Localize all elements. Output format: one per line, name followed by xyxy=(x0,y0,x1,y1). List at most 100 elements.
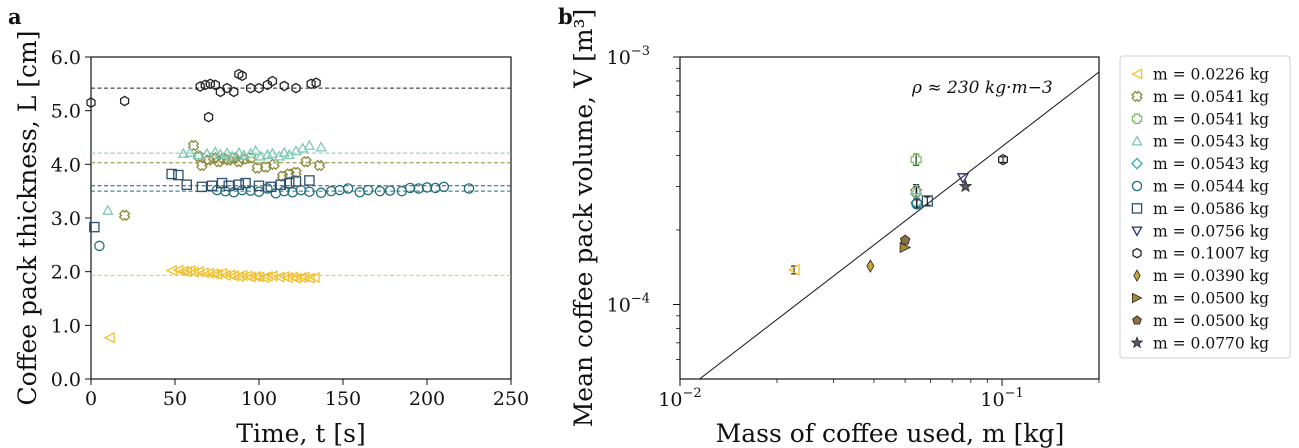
a-data-point xyxy=(222,82,232,94)
a-data-point xyxy=(223,180,235,192)
legend-marker xyxy=(1131,113,1143,125)
b-data-point xyxy=(899,234,911,245)
panel-b-frame xyxy=(679,56,1100,380)
panel-a-ylabel: Coffee pack thickness, L [cm] xyxy=(13,31,42,406)
a-data-point xyxy=(413,183,424,194)
a-ytick-label: 4.0 xyxy=(51,154,81,176)
a-data-point xyxy=(306,78,316,90)
a-data-point xyxy=(430,182,441,194)
a-data-point xyxy=(209,146,222,157)
a-data-point xyxy=(89,221,100,233)
a-data-point xyxy=(200,79,210,91)
a-data-point xyxy=(220,185,231,197)
legend-entry: m = 0.0390 kg xyxy=(1153,267,1269,285)
a-data-point xyxy=(421,182,433,193)
a-data-point xyxy=(177,147,190,158)
a-data-point xyxy=(304,175,315,186)
legend-marker xyxy=(1130,336,1144,349)
a-data-point xyxy=(308,271,320,284)
b-data-point xyxy=(910,183,923,195)
a-data-point xyxy=(233,146,245,157)
legend-entry: m = 0.0226 kg xyxy=(1153,66,1269,84)
legend-entry: m = 0.0544 kg xyxy=(1153,178,1269,196)
a-data-point xyxy=(253,180,265,192)
b-ytick-label: 10−3 xyxy=(607,44,650,69)
a-xtick-label: 150 xyxy=(325,388,361,410)
legend-entry: m = 0.0541 kg xyxy=(1153,88,1269,106)
a-data-point xyxy=(300,155,312,168)
a-data-point xyxy=(313,159,326,172)
panel-b-chart: 10−2 10−1 10−4 10−3 ρ ≈ 230 kg·m−3 Mass of … xyxy=(569,9,1100,448)
legend-entry: m = 0.1007 kg xyxy=(1153,245,1269,263)
a-data-point xyxy=(238,149,250,160)
a-data-point xyxy=(184,146,196,157)
a-data-point xyxy=(265,181,277,193)
b-data-point xyxy=(899,241,912,254)
legend-marker xyxy=(1131,203,1143,214)
panel-b-label: b xyxy=(558,4,573,29)
a-data-point xyxy=(240,177,251,189)
panel-a-xlabel: Time, t [s] xyxy=(236,419,365,448)
a-data-point xyxy=(196,181,208,193)
a-ytick-label: 3.0 xyxy=(51,208,81,230)
a-data-point xyxy=(283,177,295,189)
b-data-point xyxy=(958,179,973,193)
panel-a-frame xyxy=(90,56,512,380)
a-data-point xyxy=(259,161,272,173)
legend-marker xyxy=(1131,90,1143,103)
legend-frame xyxy=(1119,55,1291,359)
a-data-point xyxy=(118,209,131,222)
legend-entry: m = 0.0770 kg xyxy=(1153,334,1269,352)
a-xtick-label: 0 xyxy=(85,388,97,410)
a-data-point xyxy=(404,182,416,194)
a-data-point xyxy=(215,86,225,98)
a-ytick-label: 1.0 xyxy=(51,315,81,337)
legend-marker xyxy=(1130,68,1143,80)
a-data-point xyxy=(303,139,316,150)
legend-entry: m = 0.0500 kg xyxy=(1153,290,1269,308)
a-data-point xyxy=(237,70,247,82)
a-data-point xyxy=(236,269,248,282)
legend-marker xyxy=(1131,157,1143,170)
a-data-point xyxy=(287,186,298,198)
a-data-point xyxy=(261,270,273,283)
a-data-point xyxy=(166,168,177,180)
a-xtick-label: 200 xyxy=(409,388,445,410)
a-data-point xyxy=(202,154,215,166)
a-data-point xyxy=(267,75,278,87)
a-data-point xyxy=(262,79,273,91)
a-data-point xyxy=(290,176,302,187)
a-data-point xyxy=(463,183,475,194)
legend: m = 0.0226 kg m = 0.0541 kg m = 0.0541 kg m… xyxy=(1119,55,1291,359)
density-annotation: ρ ≈ 230 kg·m−3 xyxy=(911,78,1053,98)
a-data-point xyxy=(86,97,96,108)
legend-entry: m = 0.0586 kg xyxy=(1153,200,1269,218)
b-ytick-label: 10−4 xyxy=(607,291,650,316)
a-data-point xyxy=(278,146,290,157)
b-xtick-label: 10−2 xyxy=(658,386,701,411)
legend-marker xyxy=(1131,226,1143,237)
a-data-point xyxy=(315,141,327,152)
panel-b-ylabel: Mean coffee pack volume, V [m³] xyxy=(569,9,598,428)
a-data-point xyxy=(311,77,321,89)
a-data-point xyxy=(181,179,193,190)
legend-marker xyxy=(1132,315,1142,325)
a-data-point xyxy=(279,80,289,92)
a-data-point xyxy=(192,266,204,278)
panel-a-label: a xyxy=(8,4,22,29)
a-data-point xyxy=(244,147,257,158)
a-data-point xyxy=(172,264,184,276)
panel-b-xlabel: Mass of coffee used, m [kg] xyxy=(716,419,1065,448)
b-xtick-label: 10−1 xyxy=(980,386,1023,411)
a-data-point xyxy=(192,148,205,160)
a-data-point xyxy=(233,179,245,190)
legend-marker xyxy=(1132,247,1142,259)
panel-a-chart: 0 50 100 150 200 250 0.0 1.0 2.0 3.0 4.0 5.0 6.0 Tim… xyxy=(13,31,529,448)
a-data-point xyxy=(201,147,213,158)
a-data-point xyxy=(203,111,214,123)
legend-entry: m = 0.0541 kg xyxy=(1153,110,1269,128)
b-data-point xyxy=(787,263,800,276)
a-data-point xyxy=(262,183,273,194)
a-data-point xyxy=(103,332,115,344)
